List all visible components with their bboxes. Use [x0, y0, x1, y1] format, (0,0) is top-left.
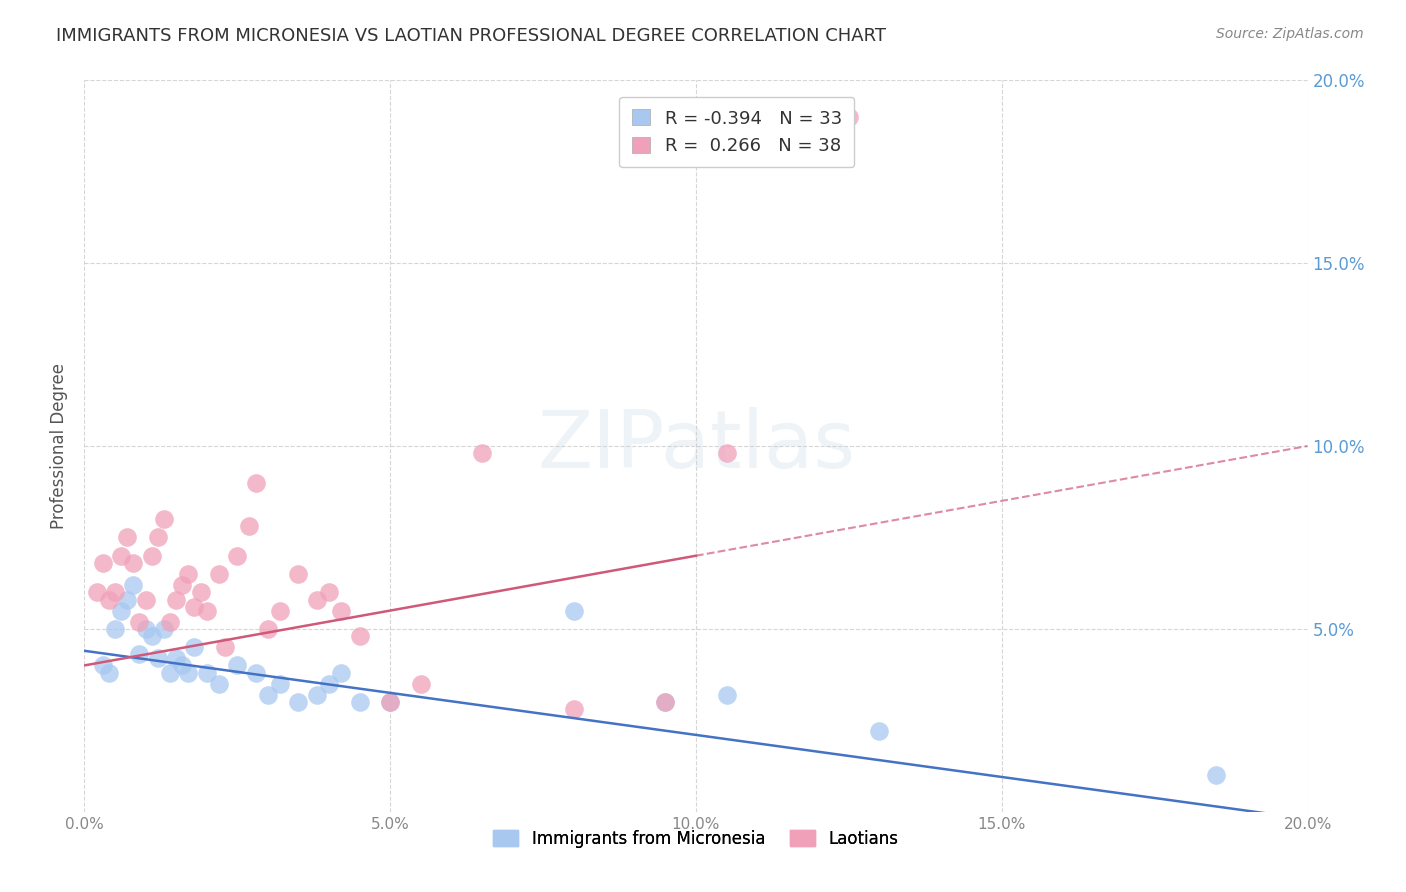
Point — [165, 651, 187, 665]
Point — [128, 615, 150, 629]
Text: IMMIGRANTS FROM MICRONESIA VS LAOTIAN PROFESSIONAL DEGREE CORRELATION CHART: IMMIGRANTS FROM MICRONESIA VS LAOTIAN PR… — [56, 27, 886, 45]
Point — [195, 603, 218, 617]
Point — [330, 665, 353, 680]
Point — [305, 592, 328, 607]
Point — [115, 592, 138, 607]
Point — [91, 556, 114, 570]
Point — [122, 578, 145, 592]
Point — [183, 640, 205, 655]
Point — [165, 592, 187, 607]
Point — [91, 658, 114, 673]
Point — [838, 110, 860, 124]
Point — [226, 658, 249, 673]
Point — [349, 629, 371, 643]
Point — [153, 622, 176, 636]
Point — [122, 556, 145, 570]
Point — [562, 702, 585, 716]
Point — [287, 695, 309, 709]
Point — [141, 549, 163, 563]
Point — [257, 622, 280, 636]
Point — [380, 695, 402, 709]
Text: Source: ZipAtlas.com: Source: ZipAtlas.com — [1216, 27, 1364, 41]
Point — [269, 676, 291, 690]
Point — [305, 688, 328, 702]
Point — [177, 665, 200, 680]
Point — [97, 592, 120, 607]
Point — [183, 599, 205, 614]
Point — [654, 695, 676, 709]
Text: ZIPatlas: ZIPatlas — [537, 407, 855, 485]
Point — [172, 578, 194, 592]
Point — [330, 603, 353, 617]
Point — [245, 475, 267, 490]
Point — [380, 695, 402, 709]
Point — [172, 658, 194, 673]
Point — [409, 676, 432, 690]
Point — [159, 665, 181, 680]
Point — [146, 530, 169, 544]
Point — [135, 622, 157, 636]
Point — [208, 676, 231, 690]
Point — [318, 585, 340, 599]
Point — [269, 603, 291, 617]
Point — [214, 640, 236, 655]
Point — [471, 446, 494, 460]
Point — [128, 648, 150, 662]
Point — [208, 567, 231, 582]
Point — [716, 688, 738, 702]
Point — [195, 665, 218, 680]
Point — [153, 512, 176, 526]
Point — [86, 585, 108, 599]
Point — [177, 567, 200, 582]
Point — [135, 592, 157, 607]
Point — [238, 519, 260, 533]
Point — [562, 603, 585, 617]
Point — [159, 615, 181, 629]
Point — [257, 688, 280, 702]
Point — [349, 695, 371, 709]
Point — [226, 549, 249, 563]
Point — [716, 446, 738, 460]
Point — [97, 665, 120, 680]
Point — [104, 585, 127, 599]
Point — [110, 549, 132, 563]
Point — [141, 629, 163, 643]
Point — [146, 651, 169, 665]
Point — [190, 585, 212, 599]
Point — [245, 665, 267, 680]
Y-axis label: Professional Degree: Professional Degree — [51, 363, 69, 529]
Point — [654, 695, 676, 709]
Point — [869, 724, 891, 739]
Point — [287, 567, 309, 582]
Point — [110, 603, 132, 617]
Point — [104, 622, 127, 636]
Point — [115, 530, 138, 544]
Legend: Immigrants from Micronesia, Laotians: Immigrants from Micronesia, Laotians — [486, 823, 905, 855]
Point — [1205, 768, 1227, 782]
Point — [318, 676, 340, 690]
